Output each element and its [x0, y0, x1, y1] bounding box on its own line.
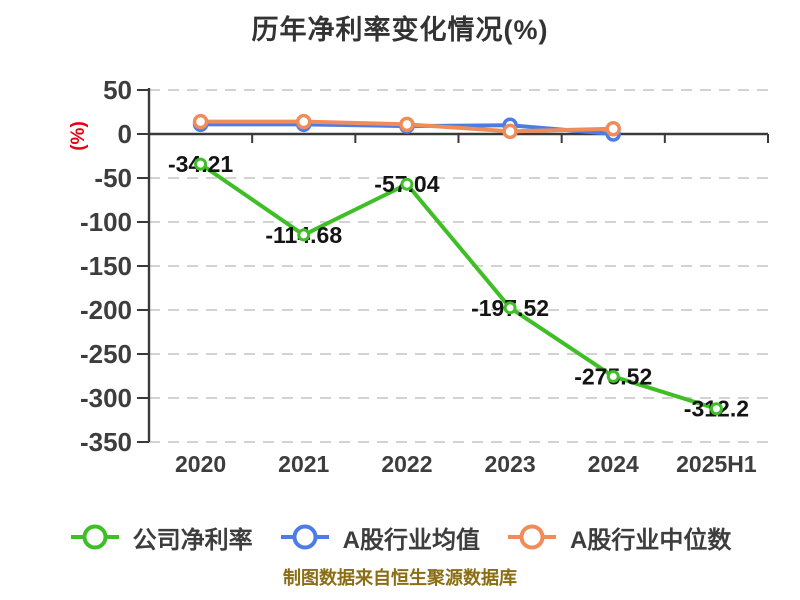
- data-source-caption: 制图数据来自恒生聚源数据库: [283, 568, 517, 588]
- legend-item-industry-median[interactable]: A股行业中位数: [506, 520, 731, 555]
- x-tick-label: 2025H1: [676, 451, 757, 477]
- chart-legend: 公司净利率 A股行业均值 A股行业中位数: [0, 518, 800, 556]
- legend-marker-industry-average-icon: [280, 524, 329, 550]
- series-line-company-net-margin: [198, 162, 719, 411]
- data-point-company-net-margin-2023: [503, 301, 517, 315]
- legend-label-company: 公司净利率: [132, 526, 253, 554]
- legend-label-industry-median: A股行业中位数: [570, 526, 732, 554]
- legend-circle: [519, 524, 545, 550]
- y-tick-label: -300: [80, 383, 132, 413]
- y-tick-label: -350: [80, 427, 132, 457]
- x-tick-label: 2022: [381, 451, 432, 477]
- x-tick-label: 2020: [175, 451, 226, 477]
- data-point-company-net-margin-2025H1: [709, 402, 723, 416]
- y-tick-label: 50: [103, 75, 132, 105]
- legend-marker-industry-median-icon: [508, 524, 556, 550]
- data-point-industry-median-2022: [399, 116, 415, 133]
- legend-circle: [82, 524, 108, 550]
- y-tick-label: -150: [80, 251, 132, 281]
- legend-marker-company-icon: [70, 524, 119, 550]
- net-margin-line-chart: 50 0 -50 -100 -150 -200 -250 -300 -350 2020 2021 20…: [68, 75, 769, 477]
- data-point-industry-median-2020: [192, 113, 209, 130]
- y-tick-label: 0: [118, 119, 132, 149]
- chart-title: 历年净利率变化情况(%): [251, 15, 549, 45]
- x-tick-label: 2021: [278, 451, 329, 477]
- data-point-company-net-margin-2024: [606, 369, 620, 383]
- y-tick-label: -50: [94, 163, 132, 193]
- y-tick-label: -100: [80, 207, 132, 237]
- data-point-industry-median-2024: [605, 120, 621, 137]
- x-tick-label: 2023: [484, 451, 535, 477]
- y-tick-label: -250: [80, 339, 132, 369]
- legend-circle: [292, 524, 318, 550]
- legend-item-company-net-margin[interactable]: 公司净利率: [69, 520, 253, 555]
- y-tick-label: -200: [80, 295, 132, 325]
- legend-label-industry-average: A股行业均值: [342, 526, 480, 554]
- legend-item-industry-average[interactable]: A股行业均值: [279, 520, 480, 555]
- y-axis-unit-label: (%): [68, 121, 89, 151]
- data-point-industry-median-2023: [502, 123, 518, 140]
- data-point-company-net-margin-2020: [194, 157, 208, 171]
- x-tick-label: 2024: [588, 451, 639, 477]
- data-point-company-net-margin-2022: [400, 177, 414, 191]
- data-point-industry-median-2021: [296, 113, 312, 130]
- data-point-company-net-margin-2021: [297, 228, 311, 242]
